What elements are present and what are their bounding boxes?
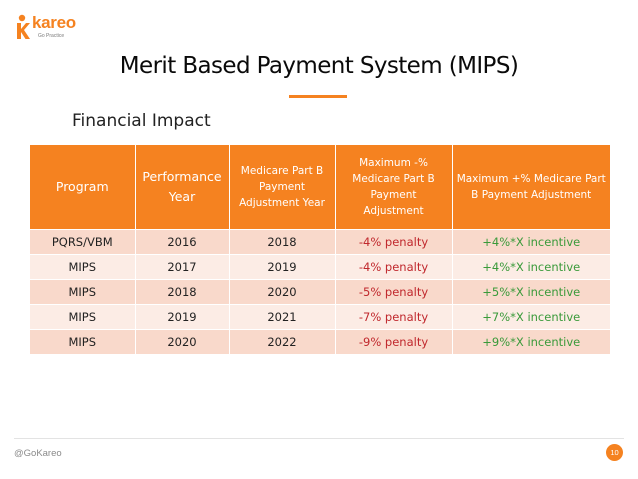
incentive-cell: +4%*X incentive — [452, 229, 610, 255]
incentive-cell: +4%*X incentive — [452, 254, 610, 280]
table-header-row: Program Performance Year Medicare Part B… — [30, 145, 610, 230]
adjustment-year-cell: 2018 — [229, 229, 336, 255]
column-header-adjustment-year: Medicare Part B Payment Adjustment Year — [229, 145, 336, 230]
page-title: Merit Based Payment System (MIPS) — [119, 53, 519, 79]
adjustment-year-cell: 2021 — [229, 304, 336, 330]
performance-year-cell: 2018 — [135, 279, 230, 305]
incentive-cell: +7%*X incentive — [452, 304, 610, 330]
table-row: PQRS/VBM 2016 2018 -4% penalty +4%*X inc… — [30, 229, 610, 255]
column-header-performance-year: Performance Year — [135, 145, 230, 230]
page-number-badge: 10 — [606, 444, 623, 461]
adjustment-year-cell: 2019 — [229, 254, 336, 280]
column-header-program: Program — [30, 145, 136, 230]
adjustment-year-cell: 2022 — [229, 329, 336, 354]
program-cell: PQRS/VBM — [30, 229, 136, 255]
penalty-cell: -4% penalty — [335, 229, 453, 255]
table-row: MIPS 2017 2019 -4% penalty +4%*X incenti… — [30, 254, 610, 280]
table-row: MIPS 2019 2021 -7% penalty +7%*X incenti… — [30, 304, 610, 330]
program-cell: MIPS — [30, 329, 136, 354]
program-cell: MIPS — [30, 254, 136, 280]
penalty-cell: -4% penalty — [335, 254, 453, 280]
column-header-max-negative: Maximum -% Medicare Part B Payment Adjus… — [335, 145, 453, 230]
performance-year-cell: 2019 — [135, 304, 230, 330]
program-cell: MIPS — [30, 304, 136, 330]
page-subtitle: Financial Impact — [72, 111, 211, 131]
penalty-cell: -7% penalty — [335, 304, 453, 330]
adjustment-year-cell: 2020 — [229, 279, 336, 305]
brand-tagline: Go Practice — [38, 33, 65, 39]
table-row: MIPS 2020 2022 -9% penalty +9%*X incenti… — [30, 329, 610, 354]
incentive-cell: +9%*X incentive — [452, 329, 610, 354]
footer-handle: @GoKareo — [14, 448, 62, 459]
kareo-figure-icon — [17, 14, 30, 39]
program-cell: MIPS — [30, 279, 136, 305]
title-underline — [289, 95, 347, 98]
performance-year-cell: 2020 — [135, 329, 230, 354]
mips-table: Program Performance Year Medicare Part B… — [30, 145, 610, 354]
brand-name: kareo — [32, 13, 76, 32]
performance-year-cell: 2016 — [135, 229, 230, 255]
column-header-max-positive: Maximum +% Medicare Part B Payment Adjus… — [452, 145, 610, 230]
incentive-cell: +5%*X incentive — [452, 279, 610, 305]
footer-divider — [14, 438, 624, 439]
penalty-cell: -5% penalty — [335, 279, 453, 305]
table-row: MIPS 2018 2020 -5% penalty +5%*X incenti… — [30, 279, 610, 305]
performance-year-cell: 2017 — [135, 254, 230, 280]
kareo-logo: kareo Go Practice — [12, 10, 92, 44]
penalty-cell: -9% penalty — [335, 329, 453, 354]
